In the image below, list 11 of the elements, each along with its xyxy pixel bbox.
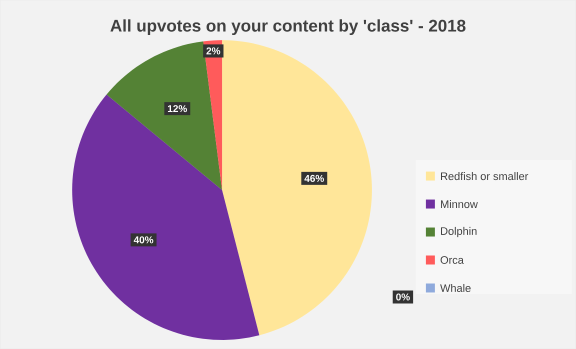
legend-label: Orca [440,256,464,264]
data-label: 40% [134,236,154,244]
data-label: 2% [206,47,220,54]
legend-label: Minnow [441,200,478,208]
data-label: 46% [304,174,324,182]
legend-label: Redfish or smaller [441,172,528,180]
legend-label: Whale [440,284,471,292]
data-label: 12% [168,105,187,112]
chart-title: All upvotes on your content by 'class' - 2018 [110,19,466,35]
legend-label: Dolphin [441,226,477,238]
text: 0% [396,293,410,300]
